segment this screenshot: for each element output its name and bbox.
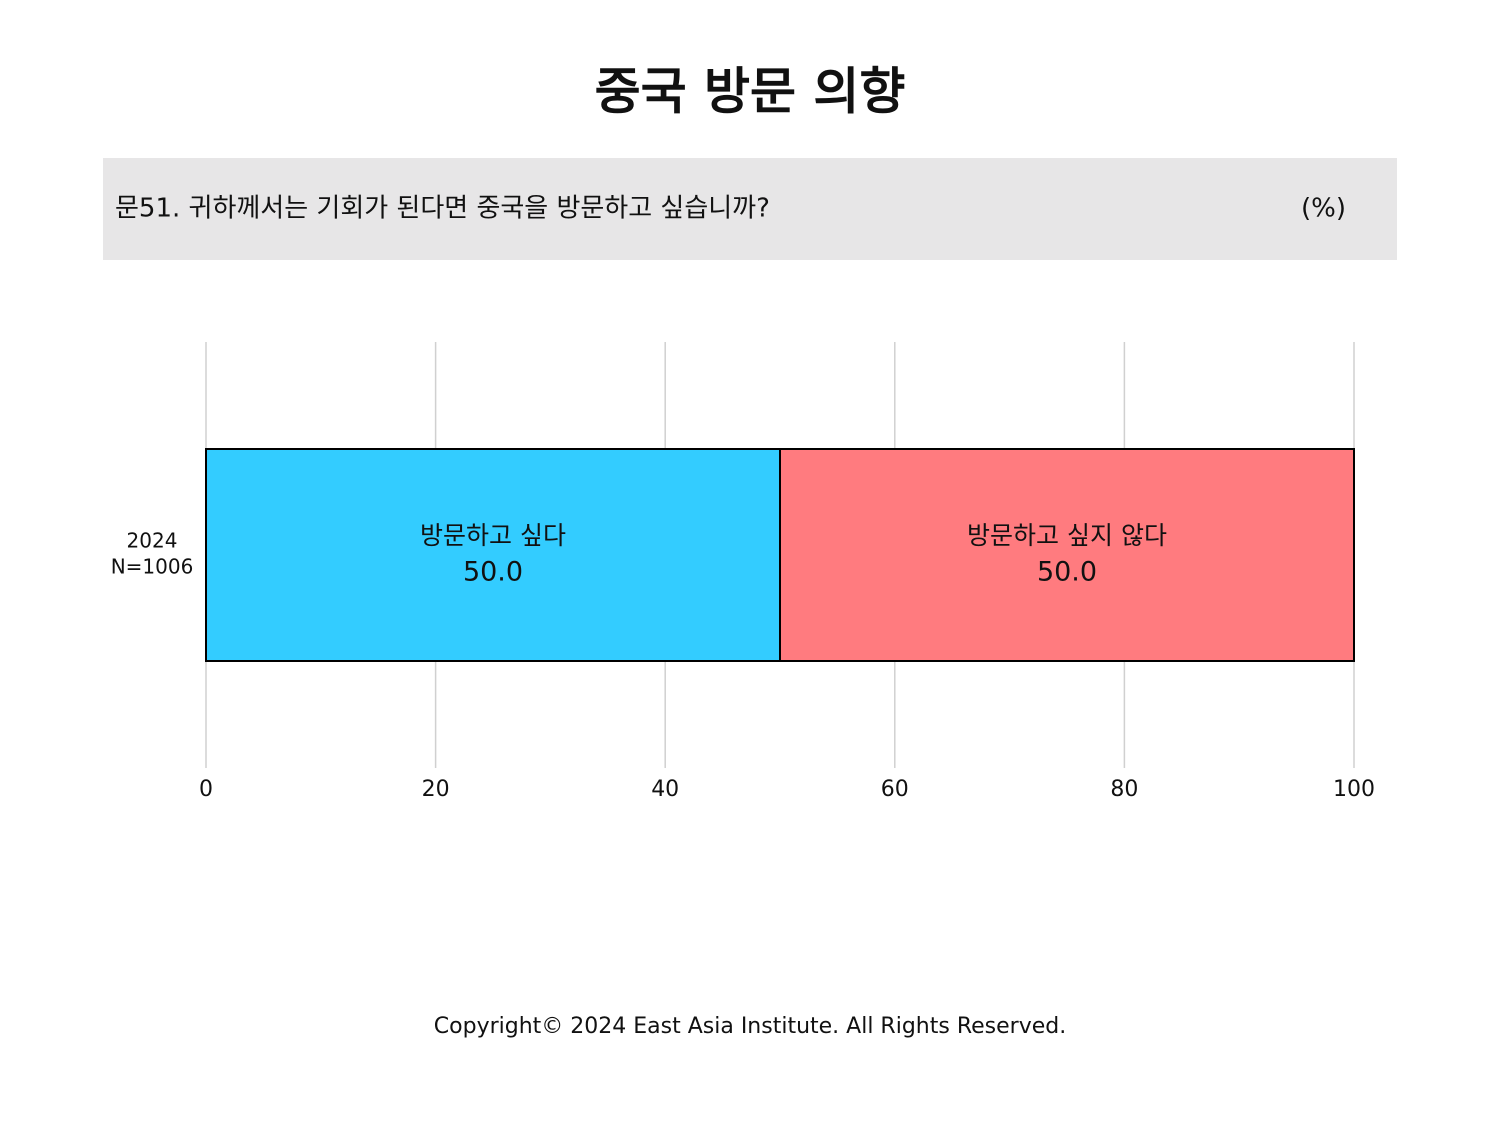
x-tick-label: 40 bbox=[651, 777, 679, 802]
segment-name: 방문하고 싶다 bbox=[420, 521, 566, 550]
question: 문51. 귀하께서는 기회가 된다면 중국을 방문하고 싶습니까? bbox=[115, 194, 770, 224]
unit: (%) bbox=[1301, 194, 1346, 224]
bar-segment bbox=[205, 448, 781, 662]
x-tick-label: 100 bbox=[1333, 777, 1375, 802]
bar-segment bbox=[779, 448, 1355, 662]
chart-title: 중국 방문 의향 bbox=[595, 63, 906, 121]
y-tick-note: N=1006 bbox=[111, 555, 194, 579]
x-tick-label: 80 bbox=[1110, 777, 1138, 802]
question-box bbox=[103, 158, 1397, 260]
footer: Copyright© 2024 East Asia Institute. All… bbox=[434, 1014, 1066, 1039]
x-tick-label: 60 bbox=[881, 777, 909, 802]
data-label: 50.0 bbox=[463, 557, 523, 588]
segment-name: 방문하고 싶지 않다 bbox=[967, 521, 1167, 550]
x-tick-label: 0 bbox=[199, 777, 213, 802]
data-label: 50.0 bbox=[1037, 557, 1097, 588]
y-tick-label: 2024 bbox=[127, 529, 178, 553]
x-tick-label: 20 bbox=[422, 777, 450, 802]
